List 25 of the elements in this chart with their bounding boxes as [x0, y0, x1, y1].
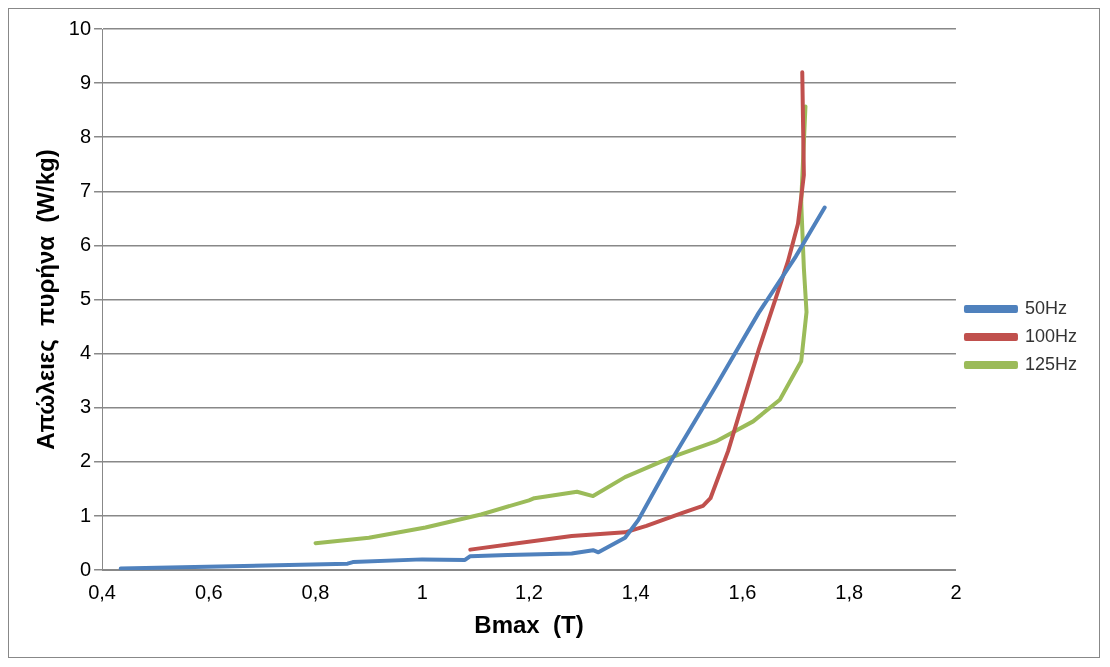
- y-tick-label: 5: [79, 287, 92, 310]
- x-tick-label: 0,6: [194, 580, 223, 603]
- y-tick-label: 3: [79, 395, 92, 418]
- x-tick-label: 1,4: [621, 580, 650, 603]
- x-tick-label: 2: [950, 580, 962, 603]
- x-tick-label: 0,4: [88, 580, 116, 603]
- y-tick-label: 7: [79, 178, 92, 201]
- y-tick-label: 2: [79, 449, 92, 472]
- y-tick-label: 8: [79, 124, 92, 147]
- y-tick-label: 1: [79, 503, 92, 526]
- x-tick-label: 1,2: [515, 580, 543, 603]
- x-tick-label: 1,8: [835, 580, 864, 603]
- x-tick-label: 1: [416, 580, 428, 603]
- legend-label: 100Hz: [1024, 325, 1077, 346]
- x-tick-label: 0,8: [301, 580, 330, 603]
- y-tick-label: 0: [79, 557, 92, 580]
- legend-label: 50Hz: [1024, 297, 1067, 318]
- x-tick-label: 1,6: [728, 580, 757, 603]
- y-tick-label: 6: [79, 233, 92, 255]
- y-tick-label: 4: [79, 341, 92, 364]
- y-tick-label: 9: [79, 70, 92, 93]
- legend-label: 125Hz: [1024, 353, 1077, 374]
- y-axis-title: Απώλειες πυρήνα (W/kg): [32, 149, 60, 450]
- x-axis-title: Bmax (T): [474, 611, 584, 639]
- y-tick-label: 10: [68, 16, 92, 39]
